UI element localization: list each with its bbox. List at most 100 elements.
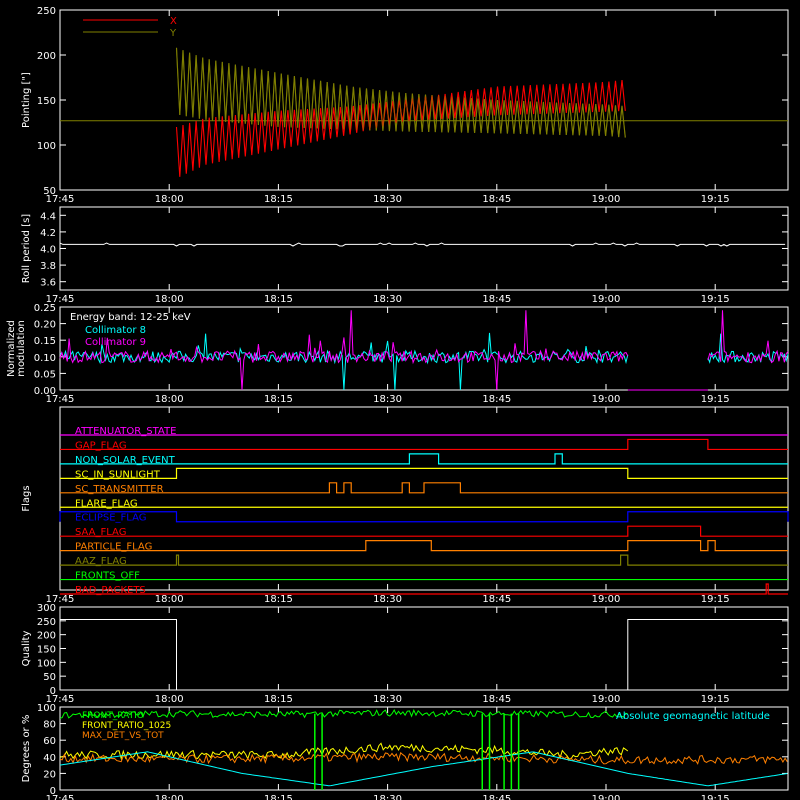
y-tick-label: 100: [37, 141, 56, 152]
legend-label-degrees: FRONT_RATIO_1025: [82, 721, 171, 731]
y-axis-label: Flags: [21, 485, 32, 511]
legend-label-degrees: MAX_DET_VS_TOT: [82, 731, 164, 741]
x-tick-label: 18:45: [482, 694, 511, 705]
x-tick-label: 18:15: [264, 794, 293, 800]
y-tick-label: 40: [43, 753, 56, 764]
x-tick-label: 18:15: [264, 394, 293, 405]
geomagnetic-latitude-label: Absolute geomagnetic latitude: [616, 711, 770, 722]
x-tick-label: 19:15: [701, 294, 730, 305]
flag-line: [60, 583, 788, 595]
x-tick-label: 18:30: [373, 694, 402, 705]
x-tick-label: 17:45: [46, 594, 75, 605]
y-tick-label: 250: [37, 6, 56, 17]
flag-line: [60, 482, 788, 494]
y-tick-label: 300: [37, 603, 56, 614]
y-tick-label: 200: [37, 51, 56, 62]
x-tick-label: 18:00: [155, 794, 184, 800]
x-tick-label: 17:45: [46, 394, 75, 405]
y-tick-label: 100: [37, 703, 56, 714]
roll-period-line: [59, 242, 786, 247]
y-axis-label: Normalized: [6, 320, 17, 377]
x-tick-label: 18:00: [155, 694, 184, 705]
y-tick-label: 60: [43, 736, 56, 747]
y-tick-label: 0.00: [34, 386, 56, 397]
flag-label: FLARE_FLAG: [75, 498, 138, 509]
y-tick-label: 150: [37, 96, 56, 107]
panel-frame-3: [59, 406, 789, 591]
x-tick-label: 18:15: [264, 694, 293, 705]
x-tick-label: 18:15: [264, 194, 293, 205]
x-tick-label: 18:30: [373, 594, 402, 605]
x-tick-label: 19:00: [592, 294, 621, 305]
y-tick-label: 4.4: [40, 211, 56, 222]
flag-label: AAZ_FLAG: [75, 556, 127, 567]
degrees-series: [59, 742, 629, 761]
y-tick-label: 80: [43, 720, 56, 731]
energy-band-annotation: Energy band: 12-25 keV: [70, 312, 191, 323]
pointing-series-Y: [175, 47, 626, 138]
y-tick-label: 4.0: [40, 245, 56, 256]
y-tick-label: 3.6: [40, 278, 56, 289]
flag-line: [60, 525, 788, 537]
flag-label: ECLIPSE_FLAG: [75, 513, 146, 524]
y-axis-label: Degrees or %: [21, 715, 32, 783]
x-tick-label: 18:00: [155, 594, 184, 605]
x-tick-label: 19:00: [592, 794, 621, 800]
y-tick-label: 3.8: [40, 261, 56, 272]
y-tick-label: 0: [50, 686, 56, 697]
flag-label: FRONTS_OFF: [75, 571, 140, 582]
x-tick-label: 18:30: [373, 794, 402, 800]
flag-line: [60, 540, 788, 552]
flag-label: PARTICLE_FLAG: [75, 542, 152, 553]
y-tick-label: 0.05: [34, 369, 56, 380]
y-tick-label: 0.25: [34, 303, 56, 314]
flag-line: [60, 467, 788, 479]
modulation-series-8: [59, 332, 789, 391]
flag-line: [60, 438, 788, 451]
panel-frame-5: [59, 706, 789, 791]
y-tick-label: 0.10: [34, 353, 56, 364]
y-axis-label: Pointing ["]: [21, 72, 32, 128]
y-tick-label: 0.15: [34, 336, 56, 347]
x-tick-label: 17:45: [46, 294, 75, 305]
modulation-series-9: [59, 310, 789, 391]
flag-label: GAP_FLAG: [75, 440, 127, 451]
legend-label-X: X: [170, 16, 177, 27]
x-tick-label: 18:45: [482, 394, 511, 405]
flag-line: [60, 554, 788, 566]
y-axis-label: Roll period [s]: [21, 214, 32, 283]
y-tick-label: 100: [37, 658, 56, 669]
x-tick-label: 18:45: [482, 794, 511, 800]
x-tick-label: 18:00: [155, 294, 184, 305]
flag-line: [60, 453, 788, 465]
x-tick-label: 17:45: [46, 194, 75, 205]
flag-line: [59, 511, 789, 523]
x-tick-label: 18:45: [482, 194, 511, 205]
y-tick-label: 0: [50, 786, 56, 797]
y-axis-label: modulation: [16, 320, 27, 377]
y-tick-label: 0.20: [34, 320, 56, 331]
legend-label-collimator: Collimator 8: [85, 325, 146, 336]
x-tick-label: 19:15: [701, 694, 730, 705]
x-tick-label: 18:30: [373, 294, 402, 305]
x-tick-label: 19:15: [701, 594, 730, 605]
y-tick-label: 200: [37, 631, 56, 642]
x-tick-label: 19:00: [592, 594, 621, 605]
flag-label: SAA_FLAG: [75, 527, 126, 538]
x-tick-label: 18:15: [264, 294, 293, 305]
x-tick-label: 17:45: [46, 794, 75, 800]
x-tick-label: 18:30: [373, 194, 402, 205]
flag-label: BAD_PACKETS: [75, 585, 146, 596]
y-tick-label: 150: [37, 645, 56, 656]
x-tick-label: 19:15: [701, 394, 730, 405]
y-tick-label: 50: [43, 186, 56, 197]
y-tick-label: 20: [43, 769, 56, 780]
flag-label: SC_TRANSMITTER: [75, 484, 164, 495]
y-tick-label: 50: [43, 672, 56, 683]
quality-line: [60, 619, 788, 691]
x-tick-label: 18:30: [373, 394, 402, 405]
x-tick-label: 18:00: [155, 394, 184, 405]
legend-label-Y: Y: [169, 28, 177, 39]
y-tick-label: 250: [37, 617, 56, 628]
